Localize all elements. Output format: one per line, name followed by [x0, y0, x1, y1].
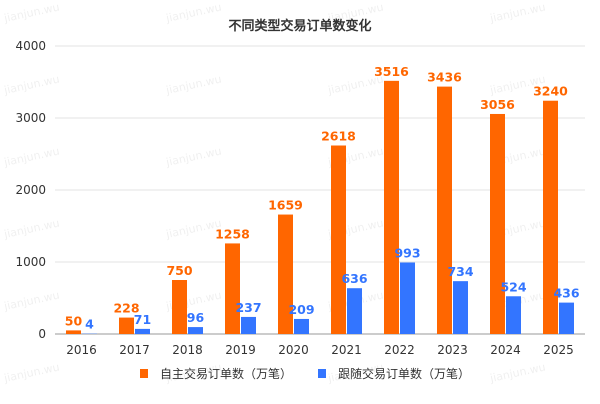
watermark-text: jianjun.wu — [164, 145, 223, 170]
bar-self — [172, 280, 187, 334]
bar-follow — [188, 327, 203, 334]
data-label: 750 — [166, 263, 192, 278]
bar-follow — [506, 296, 521, 334]
watermark-text: jianjun.wu — [2, 73, 61, 98]
x-tick-label: 2022 — [384, 343, 415, 357]
watermark-text: jianjun.wu — [2, 217, 61, 242]
y-tick-label: 2000 — [15, 183, 46, 197]
y-tick-label: 1000 — [15, 255, 46, 269]
bar-self — [66, 330, 81, 334]
data-label: 993 — [394, 246, 420, 261]
x-tick-label: 2024 — [490, 343, 521, 357]
data-label: 96 — [187, 310, 205, 325]
chart-title: 不同类型交易订单数变化 — [228, 18, 371, 34]
data-label: 436 — [553, 286, 579, 301]
watermark-text: jianjun.wu — [2, 1, 61, 26]
bar-self — [119, 317, 134, 334]
bar-follow — [400, 262, 415, 334]
watermark-text: jianjun.wu — [2, 289, 61, 314]
data-label: 237 — [235, 300, 261, 315]
data-label: 3056 — [480, 97, 515, 112]
watermark-text: jianjun.wu — [488, 361, 547, 386]
x-tick-label: 2021 — [331, 343, 362, 357]
bar-self — [384, 80, 399, 335]
y-tick-label: 4000 — [15, 39, 46, 53]
bar-self — [490, 113, 505, 334]
bar-self — [278, 214, 293, 334]
bar-follow — [347, 288, 362, 334]
x-tick-label: 2020 — [278, 343, 309, 357]
data-label: 1258 — [215, 226, 250, 241]
y-tick-label: 3000 — [15, 111, 46, 125]
data-label: 228 — [113, 301, 139, 316]
data-label: 50 — [65, 313, 83, 328]
bar-follow — [453, 281, 468, 334]
data-label: 1659 — [268, 198, 303, 213]
legend-swatch — [140, 369, 148, 378]
data-label: 2618 — [321, 129, 356, 144]
data-label: 209 — [288, 302, 314, 317]
bar-self — [543, 100, 558, 334]
x-tick-label: 2025 — [543, 343, 574, 357]
watermark-text: jianjun.wu — [488, 1, 547, 26]
bar-follow — [559, 302, 574, 334]
data-label: 636 — [341, 271, 367, 286]
x-tick-label: 2019 — [225, 343, 256, 357]
x-tick-label: 2017 — [119, 343, 150, 357]
watermark-text: jianjun.wu — [164, 73, 223, 98]
y-tick-label: 0 — [38, 327, 46, 341]
bar-follow — [241, 316, 256, 334]
data-label: 3436 — [427, 70, 462, 85]
data-label: 734 — [447, 264, 473, 279]
data-label: 4 — [85, 317, 94, 332]
legend-swatch — [318, 369, 326, 378]
x-tick-label: 2016 — [66, 343, 97, 357]
watermark-text: jianjun.wu — [164, 217, 223, 242]
watermark-text: jianjun.wu — [2, 361, 61, 386]
legend-label[interactable]: 跟随交易订单数（万笔） — [338, 366, 470, 381]
bar-follow — [294, 318, 309, 334]
bar-follow — [135, 328, 150, 334]
data-label: 71 — [134, 312, 151, 327]
x-tick-label: 2023 — [437, 343, 468, 357]
legend-label[interactable]: 自主交易订单数（万笔） — [160, 366, 292, 381]
data-label: 3516 — [374, 64, 409, 79]
bar-self — [225, 243, 240, 334]
x-tick-label: 2018 — [172, 343, 203, 357]
watermark-text: jianjun.wu — [2, 145, 61, 170]
watermark-text: jianjun.wu — [164, 1, 223, 26]
bar-self — [437, 86, 452, 334]
data-label: 524 — [500, 279, 526, 294]
bar-self — [331, 145, 346, 334]
data-label: 3240 — [533, 84, 568, 99]
